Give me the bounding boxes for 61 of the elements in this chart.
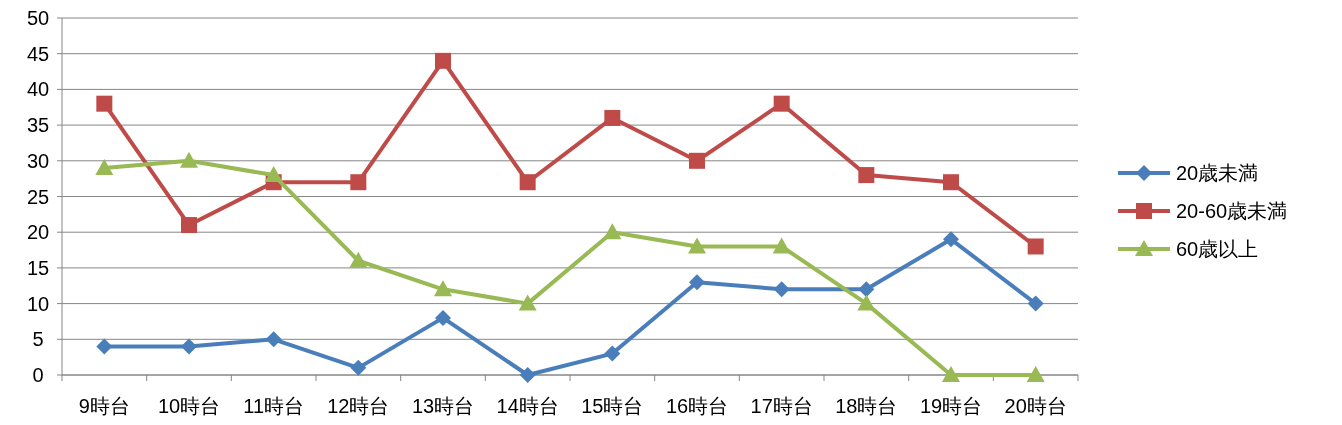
point	[1027, 295, 1044, 312]
point	[350, 359, 367, 376]
point	[95, 158, 114, 175]
point	[772, 237, 791, 254]
point	[350, 174, 367, 191]
point	[858, 281, 875, 298]
point	[519, 174, 536, 191]
y-tick-label: 50	[26, 7, 50, 29]
point	[96, 95, 113, 112]
y-tick-label: 15	[26, 256, 50, 279]
x-tick-label: 15時台	[581, 395, 644, 417]
point	[604, 345, 621, 362]
point	[1026, 366, 1045, 382]
point	[181, 338, 197, 355]
point	[689, 152, 705, 169]
point	[858, 167, 875, 184]
y-tick-label: 20	[26, 221, 50, 244]
x-tick-label: 19時台	[919, 395, 983, 417]
point	[773, 95, 790, 112]
x-tick-label: 12時台	[327, 395, 390, 417]
point	[349, 251, 368, 268]
x-tick-label: 14時台	[496, 395, 559, 417]
point	[264, 166, 283, 183]
x-tick-label: 10時台	[157, 395, 221, 417]
y-tick-label: 5	[32, 328, 44, 351]
x-tick-label: 16時台	[665, 395, 729, 417]
x-tick-label: 17時台	[750, 395, 813, 417]
y-tick-label: 45	[26, 42, 50, 65]
legend-label: 20歳未満	[1176, 162, 1259, 184]
point	[943, 174, 959, 191]
point	[857, 294, 876, 311]
point	[603, 223, 622, 240]
point	[265, 331, 282, 348]
point	[604, 109, 621, 126]
point	[519, 367, 536, 383]
x-tick-label: 20時台	[1004, 395, 1067, 417]
y-tick-label: 30	[26, 149, 50, 172]
y-tick-label: 25	[26, 185, 50, 208]
legend-label: 60歳以上	[1176, 238, 1259, 260]
point	[434, 280, 452, 297]
legend-label: 20-60歳未満	[1176, 200, 1288, 222]
point	[943, 231, 959, 248]
x-tick-label: 13時台	[411, 395, 475, 417]
point	[942, 366, 960, 382]
point	[180, 151, 198, 168]
point	[518, 294, 537, 311]
point	[689, 274, 705, 291]
point	[435, 52, 451, 69]
x-tick-label: 9時台	[78, 395, 130, 417]
y-tick-label: 10	[26, 292, 50, 315]
y-tick-label: 35	[26, 114, 50, 137]
point	[1027, 238, 1044, 255]
point	[435, 309, 451, 326]
y-tick-label: 40	[26, 78, 50, 101]
point	[773, 281, 790, 298]
point	[96, 338, 113, 355]
point	[181, 217, 197, 234]
point	[688, 237, 706, 254]
y-tick-label: 0	[32, 364, 44, 386]
x-tick-label: 11時台	[243, 395, 305, 417]
x-tick-label: 18時台	[835, 395, 898, 417]
